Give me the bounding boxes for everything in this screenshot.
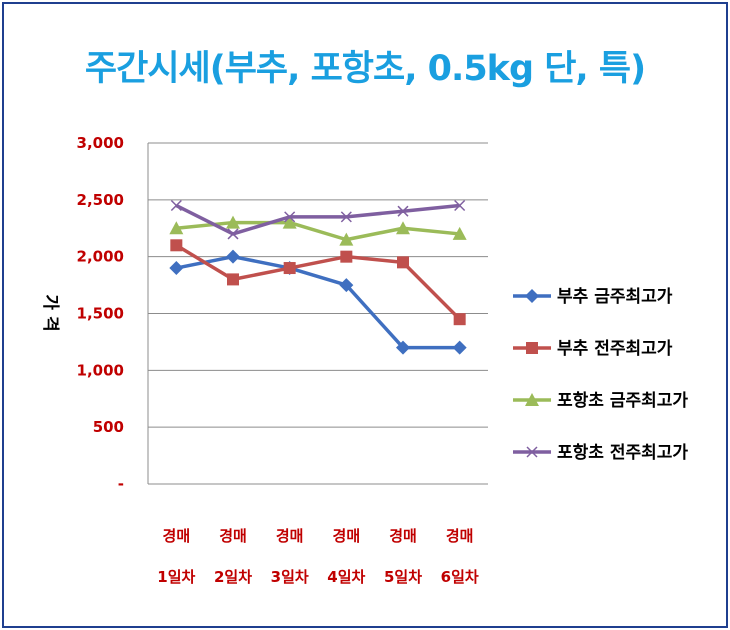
chart-title: 주간시세(부추, 포항초, 0.5kg 단, 특) [84,49,646,89]
data-point-x-stroke [340,211,352,223]
x-tick-labels: 경매 1일차 경매 2일차 경매 3일차 경매 4일차 경매 5일차 경매 6일차 [157,527,479,586]
data-point-diamond [339,278,354,293]
data-point-triangle [282,215,297,229]
legend-label: 포항초 금주최고가 [557,390,688,411]
data-point-x [284,211,296,223]
data-point-diamond [452,340,467,355]
y-tick-label: - [118,475,124,493]
x-tick-label: 경매 [163,527,191,545]
series-line [176,220,460,242]
data-point-triangle [452,226,467,240]
series-line [175,243,461,321]
data-point-x-stroke [397,205,409,217]
data-point-diamond [169,261,184,276]
data-point-square [397,256,409,269]
data-point-x [227,228,239,240]
data-point-triangle [525,393,539,406]
data-point-x [340,211,352,223]
data-point-square [227,273,239,286]
data-point-diamond [396,340,410,355]
y-tick-label: 3,000 [77,134,124,152]
y-tick-label: 1,000 [77,361,124,379]
legend-item: 포항초 금주최고가 [513,390,688,411]
data-point-x [526,446,538,458]
x-tick-label: 4일차 [327,568,365,586]
legend-item: 부추 전주최고가 [513,339,673,359]
y-tick-label: 2,000 [77,248,124,266]
data-point-triangle [339,232,354,246]
x-tick-label: 경매 [446,527,474,545]
series-1 [169,249,467,355]
data-point-x [397,205,409,217]
data-point-x-stroke [227,228,239,240]
y-tick-label: 1,500 [77,305,124,323]
x-tick-label: 5일차 [384,568,422,586]
grid-lines [148,142,488,428]
data-point-x-stroke [170,199,182,212]
data-point-square [340,250,353,263]
x-tick-label: 2일차 [214,568,252,586]
legend-item: 부추 금주최고가 [513,287,673,307]
legend-label: 포항초 전주최고가 [557,442,688,463]
series-3 [169,215,467,246]
series-2 [170,239,466,326]
x-tick-label: 경매 [276,527,304,545]
x-tick-label: 3일차 [271,568,309,586]
data-point-diamond [525,289,539,303]
data-point-x-stroke [526,446,538,458]
data-point-square [170,239,183,252]
y-axis-label: 가 격 [40,294,60,331]
y-tick-labels: - 500 1,000 1,500 2,000 2,500 3,000 [77,134,124,493]
data-point-square [453,313,466,326]
series-line [175,203,460,236]
data-point-x [454,199,466,212]
data-point-x [170,199,182,212]
series-4 [170,199,466,240]
y-tick-label: 2,500 [77,191,124,209]
data-point-square [283,262,296,275]
data-point-triangle [169,221,184,235]
x-tick-label: 경매 [219,527,247,545]
x-tick-label: 경매 [389,527,417,545]
data-point-x-stroke [284,211,296,223]
axes [147,143,488,485]
legend-label: 부추 전주최고가 [557,339,673,359]
x-tick-label: 6일차 [441,568,479,586]
y-tick-label: 500 [93,418,124,436]
data-point-triangle [396,221,410,235]
series-line [175,254,460,350]
data-point-diamond [226,249,240,264]
x-tick-label: 1일차 [157,568,195,586]
legend-label: 부추 금주최고가 [557,287,673,307]
series-lines [169,199,467,355]
data-point-square [526,342,538,354]
data-point-x-stroke [454,199,466,212]
data-point-triangle [226,215,240,229]
x-tick-label: 경매 [333,527,361,545]
legend-item: 포항초 전주최고가 [513,442,688,463]
